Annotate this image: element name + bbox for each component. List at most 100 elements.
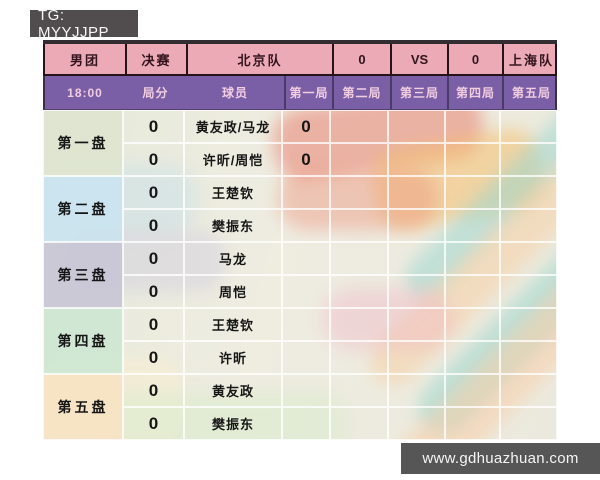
game5-score — [500, 143, 557, 176]
game1-score: 0 — [282, 143, 330, 176]
game1-score — [282, 374, 330, 407]
game4-score — [445, 176, 500, 209]
game2-score — [330, 176, 388, 209]
section-label: 第一盘 — [43, 110, 123, 176]
game5-score — [500, 275, 557, 308]
game4-score — [445, 341, 500, 374]
set-score: 0 — [123, 143, 184, 176]
set-score: 0 — [123, 407, 184, 440]
game2-score — [330, 407, 388, 440]
set-score: 0 — [123, 341, 184, 374]
game2-score — [330, 308, 388, 341]
teams-row: 男团 决赛 北京队 0 VS 0 上海队 — [43, 44, 557, 76]
game3-score — [388, 341, 445, 374]
section-label: 第四盘 — [43, 308, 123, 374]
game4-score — [445, 308, 500, 341]
player-name: 樊振东 — [184, 209, 282, 242]
match-section-3: 第三盘 0 马龙 0 周恺 — [43, 242, 557, 308]
game4-score — [445, 242, 500, 275]
game1-score — [282, 209, 330, 242]
game1-score — [282, 308, 330, 341]
game3-score — [388, 407, 445, 440]
tg-watermark-label: TG: MYYJJPP — [38, 6, 110, 41]
game1-score — [282, 242, 330, 275]
player-name: 黄友政 — [184, 374, 282, 407]
match-section-4: 第四盘 0 王楚钦 0 许昕 — [43, 308, 557, 374]
game5-score — [500, 341, 557, 374]
section-label: 第二盘 — [43, 176, 123, 242]
game2-score — [330, 143, 388, 176]
set-score: 0 — [123, 209, 184, 242]
game3-header: 第三局 — [390, 76, 447, 109]
game2-score — [330, 341, 388, 374]
game5-score — [500, 407, 557, 440]
game3-score — [388, 242, 445, 275]
game2-score — [330, 209, 388, 242]
game5-score — [500, 209, 557, 242]
game2-score — [330, 110, 388, 143]
game3-score — [388, 209, 445, 242]
game4-score — [445, 374, 500, 407]
game5-header: 第五局 — [502, 76, 559, 109]
game2-score — [330, 275, 388, 308]
game4-score — [445, 407, 500, 440]
player-name: 周恺 — [184, 275, 282, 308]
player-header: 球员 — [221, 86, 248, 100]
set-score: 0 — [123, 275, 184, 308]
match-scoreboard: 男团 决赛 北京队 0 VS 0 上海队 18:00 局分 球员 第一局 第二局… — [43, 40, 557, 440]
game3-score — [388, 308, 445, 341]
game1-score: 0 — [282, 110, 330, 143]
match-section-1: 第一盘 0 黄友政/马龙 0 0 许昕/周恺 0 — [43, 110, 557, 176]
scoreboard-body: 第一盘 0 黄友政/马龙 0 0 许昕/周恺 0 第二盘 0 王楚钦 — [43, 110, 557, 440]
set-score-header: 局分 — [142, 86, 169, 100]
home-team-score: 0 — [332, 44, 390, 74]
game1-score — [282, 176, 330, 209]
away-team-score: 0 — [447, 44, 502, 74]
player-name: 王楚钦 — [184, 176, 282, 209]
scoreboard-top-border — [43, 40, 557, 44]
home-team-name: 北京队 — [186, 44, 332, 74]
tg-watermark-badge: TG: MYYJJPP — [30, 7, 138, 41]
game4-score — [445, 143, 500, 176]
vs-label: VS — [390, 44, 447, 74]
game3-score — [388, 275, 445, 308]
player-name: 许昕/周恺 — [184, 143, 282, 176]
event-label: 男团 — [69, 52, 100, 68]
column-header-row: 18:00 局分 球员 第一局 第二局 第三局 第四局 第五局 — [43, 76, 557, 110]
game5-score — [500, 110, 557, 143]
game1-header: 第一局 — [284, 76, 332, 109]
site-watermark-badge: www.gdhuazhuan.com — [401, 443, 600, 474]
game1-score — [282, 407, 330, 440]
set-score: 0 — [123, 242, 184, 275]
game5-score — [500, 242, 557, 275]
player-name: 马龙 — [184, 242, 282, 275]
set-score: 0 — [123, 110, 184, 143]
game5-score — [500, 176, 557, 209]
game4-score — [445, 275, 500, 308]
set-score: 0 — [123, 374, 184, 407]
match-section-2: 第二盘 0 王楚钦 0 樊振东 — [43, 176, 557, 242]
set-score: 0 — [123, 176, 184, 209]
player-name: 许昕 — [184, 341, 282, 374]
game4-score — [445, 110, 500, 143]
game5-score — [500, 308, 557, 341]
game2-score — [330, 374, 388, 407]
game3-score — [388, 374, 445, 407]
section-label: 第五盘 — [43, 374, 123, 440]
match-time: 18:00 — [67, 85, 103, 100]
game2-header: 第二局 — [332, 76, 390, 109]
game4-score — [445, 209, 500, 242]
player-name: 樊振东 — [184, 407, 282, 440]
game3-score — [388, 176, 445, 209]
section-label: 第三盘 — [43, 242, 123, 308]
game4-header: 第四局 — [447, 76, 502, 109]
game2-score — [330, 242, 388, 275]
game1-score — [282, 275, 330, 308]
set-score: 0 — [123, 308, 184, 341]
stage-label: 决赛 — [125, 44, 186, 74]
game1-score — [282, 341, 330, 374]
match-section-5: 第五盘 0 黄友政 0 樊振东 — [43, 374, 557, 440]
player-name: 黄友政/马龙 — [184, 110, 282, 143]
player-name: 王楚钦 — [184, 308, 282, 341]
